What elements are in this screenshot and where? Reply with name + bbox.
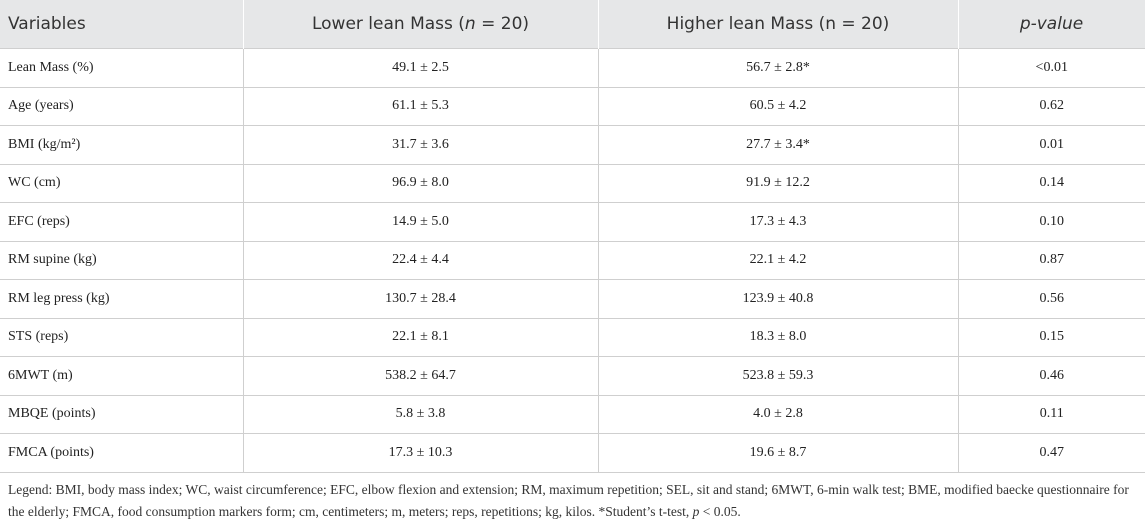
table-cell: RM leg press (kg) bbox=[0, 279, 244, 319]
table-cell: 61.1 ± 5.3 bbox=[242, 86, 599, 126]
text-part: n bbox=[464, 14, 476, 34]
table-cell: Age (years) bbox=[0, 86, 244, 126]
table-cell: 22.1 ± 4.2 bbox=[597, 240, 959, 280]
table-row: FMCA (points) 17.3 ± 10.3 19.6 ± 8.7 0.47 bbox=[0, 433, 1145, 473]
table-cell: 49.1 ± 2.5 bbox=[242, 48, 599, 88]
table-cell: 523.8 ± 59.3 bbox=[597, 356, 959, 396]
table-body: Lean Mass (%) 49.1 ± 2.5 56.7 ± 2.8* <0.01 A… bbox=[0, 48, 1145, 473]
table-cell: FMCA (points) bbox=[0, 433, 244, 473]
text-part: = 20) bbox=[475, 14, 530, 34]
table-legend: Legend: BMI, body mass index; WC, waist … bbox=[0, 473, 1145, 523]
data-table: Variables Lower lean Mass (n = 20) Higher … bbox=[0, 0, 1145, 473]
header-text: p-value bbox=[1019, 14, 1084, 34]
header-text: Higher lean Mass (n = 20) bbox=[666, 14, 890, 34]
header-row: Variables Lower lean Mass (n = 20) Higher … bbox=[0, 0, 1145, 49]
header-cell: Variables bbox=[0, 0, 244, 49]
table-row: RM leg press (kg) 130.7 ± 28.4 123.9 ± 40.… bbox=[0, 279, 1145, 319]
table-cell: 18.3 ± 8.0 bbox=[597, 317, 959, 357]
table-cell: BMI (kg/m²) bbox=[0, 125, 244, 165]
table-cell: 0.11 bbox=[957, 394, 1145, 434]
table-cell: 17.3 ± 10.3 bbox=[242, 433, 599, 473]
text-part: < 0.05. bbox=[699, 503, 741, 519]
table-cell: 0.10 bbox=[957, 202, 1145, 242]
header-cell: p-value bbox=[958, 0, 1145, 49]
table-cell: WC (cm) bbox=[0, 163, 244, 203]
table-cell: 0.01 bbox=[957, 125, 1145, 165]
table-row: MBQE (points) 5.8 ± 3.8 4.0 ± 2.8 0.11 bbox=[0, 394, 1145, 434]
table-cell: 123.9 ± 40.8 bbox=[597, 279, 959, 319]
table-cell: 0.15 bbox=[957, 317, 1145, 357]
header-cell: Lower lean Mass (n = 20) bbox=[243, 0, 599, 49]
table-cell: MBQE (points) bbox=[0, 394, 244, 434]
table-cell: 56.7 ± 2.8* bbox=[597, 48, 959, 88]
table-row: BMI (kg/m²) 31.7 ± 3.6 27.7 ± 3.4* 0.01 bbox=[0, 125, 1145, 165]
text-part: Lower lean Mass ( bbox=[311, 14, 465, 34]
table-cell: 27.7 ± 3.4* bbox=[597, 125, 959, 165]
table-cell: <0.01 bbox=[957, 48, 1145, 88]
table-cell: 130.7 ± 28.4 bbox=[242, 279, 599, 319]
table-cell: 14.9 ± 5.0 bbox=[242, 202, 599, 242]
header-text: Variables bbox=[8, 14, 86, 34]
table-cell: 0.62 bbox=[957, 86, 1145, 126]
header-cell: Higher lean Mass (n = 20) bbox=[598, 0, 959, 49]
table-cell: 96.9 ± 8.0 bbox=[242, 163, 599, 203]
table-cell: 17.3 ± 4.3 bbox=[597, 202, 959, 242]
table-cell: 22.4 ± 4.4 bbox=[242, 240, 599, 280]
table-row: Age (years) 61.1 ± 5.3 60.5 ± 4.2 0.62 bbox=[0, 86, 1145, 126]
table-cell: Lean Mass (%) bbox=[0, 48, 244, 88]
table-cell: 60.5 ± 4.2 bbox=[597, 86, 959, 126]
table-cell: RM supine (kg) bbox=[0, 240, 244, 280]
table-cell: 0.14 bbox=[957, 163, 1145, 203]
table-cell: 0.47 bbox=[957, 433, 1145, 473]
text-part: p bbox=[692, 503, 700, 519]
table-cell: 538.2 ± 64.7 bbox=[242, 356, 599, 396]
table-cell: 0.87 bbox=[957, 240, 1145, 280]
table-cell: 91.9 ± 12.2 bbox=[597, 163, 959, 203]
table-cell: EFC (reps) bbox=[0, 202, 244, 242]
table-row: Lean Mass (%) 49.1 ± 2.5 56.7 ± 2.8* <0.01 bbox=[0, 48, 1145, 88]
table-cell: 4.0 ± 2.8 bbox=[597, 394, 959, 434]
table-row: RM supine (kg) 22.4 ± 4.4 22.1 ± 4.2 0.87 bbox=[0, 240, 1145, 280]
table-cell: 0.46 bbox=[957, 356, 1145, 396]
table-cell: 0.56 bbox=[957, 279, 1145, 319]
table-cell: 19.6 ± 8.7 bbox=[597, 433, 959, 473]
table-row: 6MWT (m) 538.2 ± 64.7 523.8 ± 59.3 0.46 bbox=[0, 356, 1145, 396]
table-cell: 5.8 ± 3.8 bbox=[242, 394, 599, 434]
table-cell: 31.7 ± 3.6 bbox=[242, 125, 599, 165]
text-part: Legend: BMI, body mass index; WC, waist … bbox=[8, 481, 1129, 519]
table-cell: 6MWT (m) bbox=[0, 356, 244, 396]
table-row: WC (cm) 96.9 ± 8.0 91.9 ± 12.2 0.14 bbox=[0, 163, 1145, 203]
table-cell: STS (reps) bbox=[0, 317, 244, 357]
table-row: EFC (reps) 14.9 ± 5.0 17.3 ± 4.3 0.10 bbox=[0, 202, 1145, 242]
table-cell: 22.1 ± 8.1 bbox=[242, 317, 599, 357]
table-row: STS (reps) 22.1 ± 8.1 18.3 ± 8.0 0.15 bbox=[0, 317, 1145, 357]
